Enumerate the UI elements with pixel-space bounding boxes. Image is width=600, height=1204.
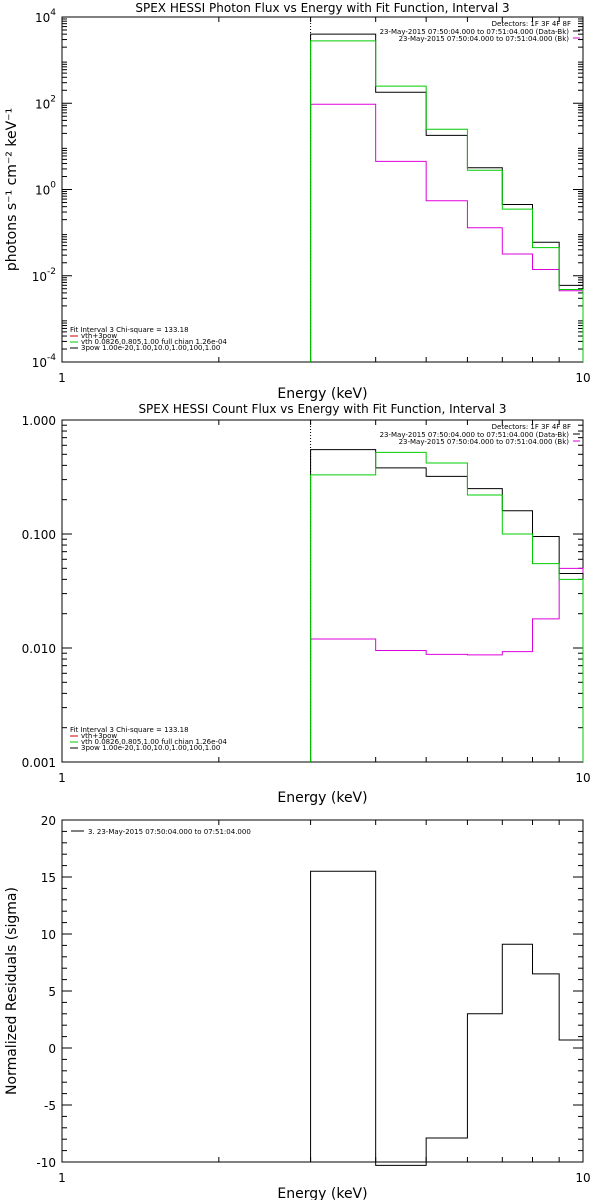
y-tick-label: 10-2 (32, 267, 56, 284)
y-tick-label: 0.001 (22, 756, 56, 770)
series-model-step (310, 451, 584, 762)
y-tick-exponent: -2 (47, 267, 56, 277)
x-axis-label: Energy (keV) (277, 1186, 367, 1200)
x-tick-label: 10 (575, 1171, 590, 1185)
y-tick-base: 10 (35, 97, 50, 111)
legend-fit: Fit Interval 3 Chi-square = 133.18vth+3p… (70, 326, 227, 352)
legend-entry-text: vth+3pow (81, 332, 117, 340)
y-axis-label: Normalized Residuals (sigma) (4, 887, 20, 1095)
x-tick-label: 1 (58, 371, 66, 385)
legend-entry-text: vth 0.0826,0.805,1.00 full chian 1.26e-0… (81, 338, 227, 346)
y-tick-label: 10-4 (32, 353, 57, 370)
legend-header: Detectors: 1F 3F 4F 8F (492, 423, 571, 431)
y-tick-label: 0.010 (22, 642, 56, 656)
series-background-step (310, 567, 584, 762)
legend-header: Detectors: 1F 3F 4F 8F (492, 20, 571, 28)
y-tick-label: 5 (48, 985, 56, 999)
y-tick-base: 10 (32, 270, 47, 284)
x-tick-label: 10 (575, 771, 590, 785)
y-tick-base: 10 (35, 184, 50, 198)
chart-panel-1: SPEX HESSI Photon Flux vs Energy with Fi… (4, 1, 591, 402)
x-tick-label: 10 (575, 371, 590, 385)
x-tick-label: 1 (58, 1171, 66, 1185)
y-tick-label: 10 (41, 928, 56, 942)
y-tick-label: 0.100 (22, 528, 56, 542)
series-model-step (310, 40, 584, 362)
legend-entry-text: 23-May-2015 07:50:04.000 to 07:51:04.000… (399, 35, 570, 43)
legend-entry-text: 23-May-2015 07:50:04.000 to 07:51:04.000… (399, 438, 570, 446)
legend-entry-text: vth 0.0826,0.805,1.00 full chian 1.26e-0… (81, 738, 227, 746)
legend-entry-text: 3pow 1.00e-20,1.00,10.0,1.00,100,1.00 (81, 744, 220, 752)
legend-entry-text: vth+3pow (81, 732, 117, 740)
y-tick-label: 100 (35, 181, 56, 198)
plot-frame (61, 16, 584, 363)
legend-fit-header: Fit Interval 3 Chi-square = 133.18 (70, 326, 189, 334)
y-tick-exponent: 2 (50, 94, 56, 104)
series-background-step (310, 103, 584, 362)
y-axis-label: photons s⁻¹ cm⁻² keV⁻¹ (4, 108, 20, 271)
series-data-step (310, 870, 584, 1166)
y-tick-label: 20 (41, 814, 56, 828)
legend-entry-text: 23-May-2015 07:50:04.000 to 07:51:04.000… (380, 28, 570, 36)
legend-fit-header: Fit Interval 3 Chi-square = 133.18 (70, 726, 189, 734)
y-tick-exponent: 0 (50, 181, 56, 191)
series-data-step (310, 33, 584, 362)
chart-panel-3: Energy (keV) Normalized Residuals (sigma)… (4, 814, 591, 1202)
x-tick-label: 1 (58, 771, 66, 785)
legend-entry-text: 3. 23-May-2015 07:50:04.000 to 07:51:04.… (88, 828, 251, 836)
legend-entry-text: 3pow 1.00e-20,1.00,10.0,1.00,100,1.00 (81, 344, 220, 352)
series-data-step (310, 449, 584, 762)
y-tick-label: -5 (44, 1099, 56, 1113)
y-tick-exponent: -4 (47, 353, 56, 363)
plot-frame (61, 419, 584, 763)
chart-title: SPEX HESSI Count Flux vs Energy with Fit… (138, 402, 506, 416)
legend-entry-text: 23-May-2015 07:50:04.000 to 07:51:04.000… (380, 431, 570, 439)
x-axis-label: Energy (keV) (277, 386, 367, 402)
chart-title: SPEX HESSI Photon Flux vs Energy with Fi… (135, 1, 509, 15)
y-tick-exponent: 4 (50, 8, 56, 18)
y-tick-label: 0 (48, 1042, 56, 1056)
x-axis-label: Energy (keV) (277, 790, 367, 806)
y-tick-label: 104 (35, 8, 56, 25)
y-tick-label: 15 (41, 871, 56, 885)
chart-panel-2: SPEX HESSI Count Flux vs Energy with Fit… (22, 402, 591, 806)
y-tick-label: 1.000 (22, 414, 56, 428)
y-tick-base: 10 (35, 11, 50, 25)
legend-fit: Fit Interval 3 Chi-square = 133.18vth+3p… (70, 726, 227, 752)
legend-top: 3. 23-May-2015 07:50:04.000 to 07:51:04.… (71, 828, 251, 836)
y-tick-base: 10 (32, 356, 47, 370)
y-tick-label: -10 (36, 1156, 56, 1170)
y-tick-label: 102 (35, 94, 56, 111)
